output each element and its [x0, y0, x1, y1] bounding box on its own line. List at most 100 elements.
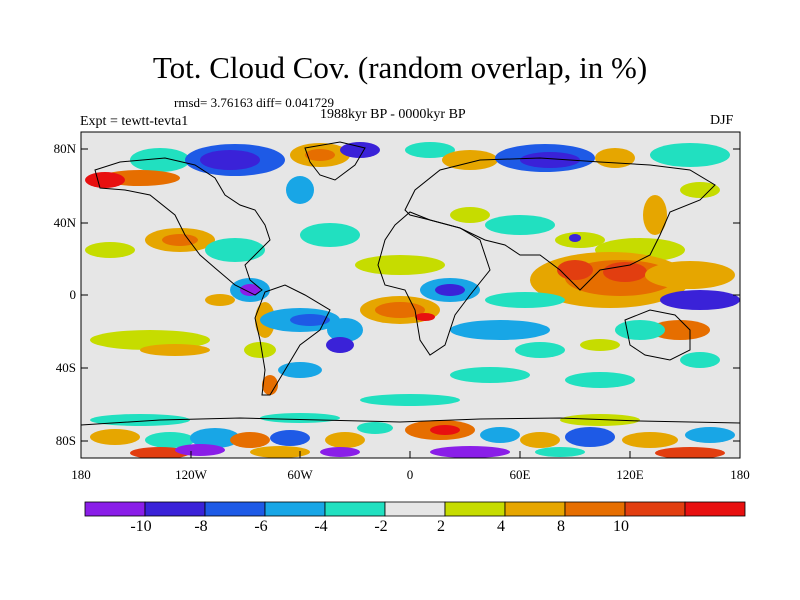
- anomaly-region: [250, 446, 310, 458]
- anomaly-region: [175, 444, 225, 456]
- colorbar-swatch: [564, 501, 626, 517]
- lon-label-120w: 120W: [175, 467, 207, 482]
- anomaly-region: [278, 362, 322, 378]
- map-title: Tot. Cloud Cov. (random overlap, in %): [152, 50, 648, 85]
- colorbar-swatch: [384, 501, 446, 517]
- colorbar-swatch: [204, 501, 266, 517]
- colorbar-label: -2: [374, 518, 388, 535]
- lon-label-0: 0: [406, 467, 414, 482]
- colorbar-swatch: [684, 501, 746, 517]
- anomaly-region: [655, 447, 725, 458]
- anomaly-region: [450, 207, 490, 223]
- lat-label-80s: 80S: [55, 433, 76, 448]
- anomaly-region: [162, 234, 198, 246]
- period-label: 1988kyr BP - 0000kyr BP: [320, 107, 466, 122]
- anomaly-region: [300, 223, 360, 247]
- lon-label-180w: 180: [71, 467, 91, 482]
- anomaly-region: [130, 148, 190, 172]
- colorbar-label: -4: [314, 518, 328, 535]
- coastline: [81, 141, 740, 426]
- anomaly-region: [85, 172, 125, 188]
- colorbar-swatch: [144, 501, 206, 517]
- anomaly-region: [603, 262, 647, 282]
- colorbar-label: 10: [613, 518, 629, 535]
- eurasia-coast: [404, 157, 716, 291]
- anomaly-region: [90, 429, 140, 445]
- anomaly-region: [326, 337, 354, 353]
- anomaly-region: [230, 432, 270, 448]
- anomaly-region: [205, 238, 265, 262]
- anomaly-region: [320, 447, 360, 457]
- colorbar-swatch: [84, 501, 146, 517]
- colorbar-label: -10: [130, 518, 152, 535]
- anomaly-region: [535, 447, 585, 457]
- lat-label-40n: 40N: [53, 215, 76, 230]
- anomaly-region: [485, 292, 565, 308]
- lon-label-120e: 120E: [616, 467, 644, 482]
- statistics-label: rmsd= 3.76163 diff= 0.041729: [174, 95, 334, 110]
- anomaly-region: [200, 150, 260, 170]
- anomaly-region: [615, 320, 665, 340]
- anomaly-region: [643, 195, 667, 235]
- anomaly-region: [130, 447, 190, 458]
- anomaly-region: [565, 372, 635, 388]
- anomaly-region: [405, 142, 455, 158]
- anomaly-region: [450, 367, 530, 383]
- antarctica-coast: [81, 417, 740, 426]
- colorbar-swatch: [504, 501, 566, 517]
- anomaly-region: [85, 242, 135, 258]
- australia-coast: [624, 309, 691, 361]
- anomaly-region: [190, 428, 240, 448]
- anomaly-region: [680, 182, 720, 198]
- anomaly-region: [650, 143, 730, 167]
- greenland-coast: [304, 141, 366, 181]
- anomaly-region: [442, 150, 498, 170]
- anomaly-region: [270, 430, 310, 446]
- anomaly-region: [645, 261, 735, 289]
- anomaly-region: [415, 313, 435, 321]
- anomaly-region: [340, 142, 380, 158]
- anomaly-region: [430, 446, 510, 458]
- anomaly-region: [357, 422, 393, 434]
- colorbar-label: 2: [437, 518, 445, 535]
- anomaly-region: [485, 215, 555, 235]
- colorbar-swatch: [624, 501, 686, 517]
- experiment-label: Expt = tewtt-tevta1: [80, 114, 189, 129]
- anomaly-region: [305, 149, 335, 161]
- anomaly-region: [360, 394, 460, 406]
- anomaly-region: [622, 432, 678, 448]
- lon-label-60w: 60W: [287, 467, 313, 482]
- anomaly-region: [569, 234, 581, 242]
- colorbar-swatch: [444, 501, 506, 517]
- anomaly-region: [680, 352, 720, 368]
- anomaly-region: [480, 427, 520, 443]
- map-field: [81, 132, 740, 458]
- colorbar-label: -8: [194, 518, 208, 535]
- lat-label-80n: 80N: [53, 141, 76, 156]
- anomaly-region: [325, 432, 365, 448]
- lat-label-40s: 40S: [55, 360, 76, 375]
- anomaly-region: [262, 375, 278, 395]
- anomaly-region: [520, 152, 580, 168]
- anomaly-region: [520, 432, 560, 448]
- anomaly-region: [580, 339, 620, 351]
- colorbar-label: -6: [254, 518, 268, 535]
- colorbar: [84, 501, 746, 517]
- anomaly-region: [565, 427, 615, 447]
- anomaly-region: [140, 344, 210, 356]
- lat-label-0: 0: [69, 287, 77, 302]
- anomaly-region: [244, 342, 276, 358]
- anomaly-region: [660, 290, 740, 310]
- anomaly-region: [685, 427, 735, 443]
- anomaly-region: [260, 413, 340, 423]
- anomaly-region: [595, 148, 635, 168]
- anomaly-region: [327, 318, 363, 342]
- lon-label-180e: 180: [730, 467, 750, 482]
- anomaly-region: [355, 255, 445, 275]
- south-america-coast: [254, 284, 331, 396]
- anomaly-region: [286, 176, 314, 204]
- lon-label-60e: 60E: [509, 467, 531, 482]
- anomaly-region: [650, 320, 710, 340]
- anomaly-region: [205, 294, 235, 306]
